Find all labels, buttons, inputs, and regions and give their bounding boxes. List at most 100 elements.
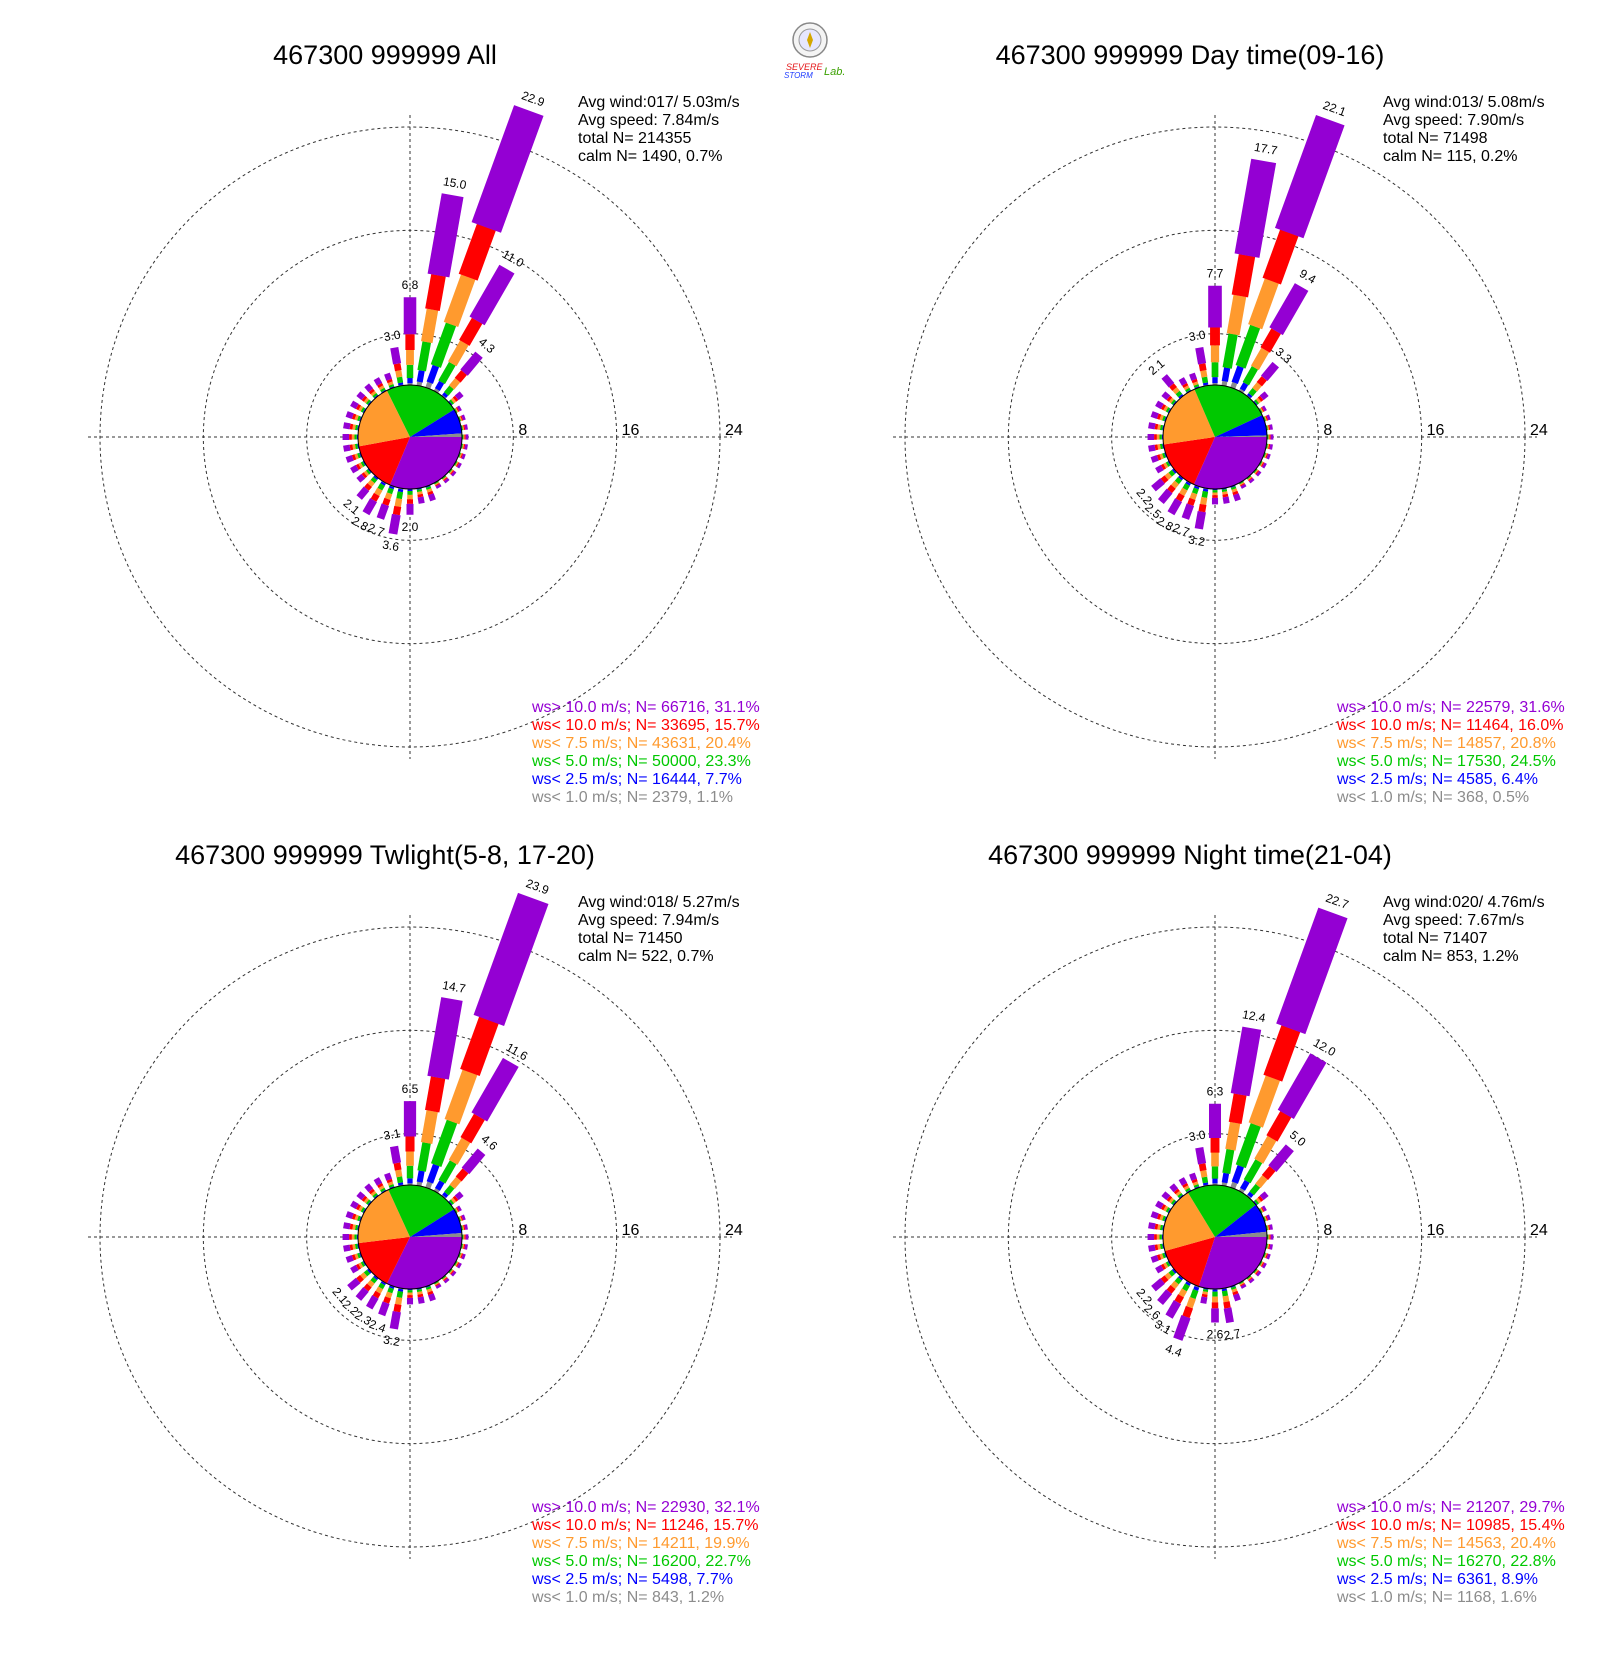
rose-bar-segment — [1202, 1182, 1209, 1186]
rose-bar-segment — [464, 444, 468, 450]
rose-bar-segment — [443, 477, 450, 484]
logo-line2: STORM — [784, 71, 813, 80]
rose-bar-segment — [384, 1172, 393, 1181]
pie-outline — [1162, 1184, 1268, 1290]
rose-bar-segment — [1269, 1234, 1271, 1240]
ring-label: 16 — [622, 422, 640, 439]
stat-avg-speed: Avg speed: 7.67m/s — [1383, 912, 1524, 929]
rose-bar-segment — [1201, 1293, 1208, 1298]
rose-bar-segment — [1239, 1281, 1244, 1285]
rose-bar-segment — [356, 415, 361, 422]
pie-slice — [386, 1237, 462, 1289]
rose-bar-segment — [1212, 377, 1218, 384]
rose-bar-segment — [1255, 1270, 1262, 1277]
rose-bar-segment — [1260, 406, 1265, 412]
rose-bar-segment — [463, 434, 465, 440]
rose-bar-segment — [462, 425, 465, 431]
rose-bar-segment — [1157, 424, 1161, 430]
rose-bar-segment — [1161, 374, 1175, 388]
pie-slice — [386, 385, 455, 437]
rose-bar-segment — [1156, 1234, 1160, 1240]
rose-bar-segment — [395, 370, 403, 378]
rose-bar-segment — [1235, 324, 1261, 369]
rose-bar-segment — [354, 434, 357, 440]
rose-bar-segment — [367, 1279, 375, 1288]
rose-bar-segment — [454, 1208, 458, 1213]
rose-bar-segment — [1178, 475, 1184, 481]
rose-bar-segment — [361, 472, 368, 479]
rose-bar-segment — [461, 425, 464, 431]
rose-bar-segment — [427, 193, 464, 278]
rose-bar-segment — [1185, 1281, 1191, 1287]
rose-bar-segment — [343, 1222, 351, 1230]
rose-bar-segment — [1164, 1252, 1167, 1258]
rose-bar-segment — [1225, 1121, 1241, 1151]
rose-bar-segment — [403, 1101, 417, 1137]
rose-bar-segment — [357, 1243, 359, 1249]
rose-bar-segment — [1263, 452, 1267, 458]
rose-bar-segment — [454, 461, 458, 466]
pie-slice — [388, 1185, 454, 1237]
rose-bar-segment — [441, 1275, 447, 1280]
rose-bar-segment — [416, 370, 425, 383]
pie-slice — [410, 1209, 462, 1237]
rose-bar-segment — [343, 422, 351, 430]
rose-bar-segment — [378, 385, 385, 391]
rose-bar-segment — [1221, 1288, 1227, 1292]
rose-bar-segment — [461, 453, 466, 460]
rose-bar-segment — [450, 1197, 457, 1204]
rose-bar-segment — [1162, 1225, 1164, 1231]
rose-bar-segment — [407, 489, 413, 492]
bar-total-label: 2.0 — [402, 520, 419, 534]
rose-bar-segment — [1162, 425, 1164, 431]
rose-bar-segment — [375, 1286, 384, 1294]
rose-bar-segment — [1232, 1293, 1241, 1302]
rose-bar-segment — [461, 1253, 466, 1260]
rose-bar-segment — [1265, 453, 1269, 459]
rose-bar-segment — [455, 1206, 460, 1212]
ring-label: 8 — [1323, 1222, 1332, 1239]
rose-bar-segment — [442, 1191, 449, 1198]
rose-bar-segment — [361, 1195, 368, 1202]
rose-bar-segment — [1161, 1191, 1171, 1201]
rose-bar-segment — [460, 351, 483, 376]
bar-total-label: 6.3 — [1207, 1085, 1224, 1099]
stat-calm: calm N= 1490, 0.7% — [578, 148, 723, 165]
rose-bar-segment — [434, 380, 445, 391]
rose-bar-segment — [1248, 477, 1255, 484]
rose-bar-segment — [345, 1254, 354, 1263]
rose-bar-segment — [1189, 1172, 1198, 1181]
rose-bar-segment — [1171, 480, 1180, 489]
rose-bar-segment — [430, 1119, 458, 1168]
rose-bar-segment — [434, 1282, 440, 1286]
legend-entry: ws< 2.5 m/s; N= 16444, 7.7% — [531, 771, 742, 788]
rose-bar-segment — [351, 1213, 357, 1220]
rose-bar-segment — [1255, 1175, 1268, 1189]
rose-bar-segment — [417, 1291, 423, 1295]
bar-total-label: 4.3 — [476, 335, 498, 357]
rose-bar-segment — [345, 411, 354, 420]
rose-bar-segment — [455, 1207, 459, 1213]
bar-total-label: 12.4 — [1241, 1007, 1267, 1025]
rose-bar-segment — [349, 1223, 354, 1230]
rose-bar-segment — [449, 399, 455, 405]
rose-bar-segment — [343, 1244, 351, 1252]
rose-bar-segment — [1240, 1282, 1246, 1287]
rose-bar-segment — [1234, 158, 1277, 258]
stat-total: total N= 71450 — [578, 930, 683, 947]
rose-bar-segment — [1150, 454, 1159, 463]
rose-bar-segment — [458, 416, 462, 422]
rose-bar-segment — [1212, 1291, 1218, 1297]
rose-bar-segment — [1200, 1170, 1208, 1178]
legend-entry: ws< 10.0 m/s; N= 10985, 15.4% — [1336, 1517, 1565, 1534]
rose-bar-segment — [1235, 1123, 1261, 1169]
rose-bar-segment — [417, 1293, 424, 1298]
legend-entry: ws> 10.0 m/s; N= 22579, 31.6% — [1336, 699, 1565, 716]
rose-bar-segment — [406, 1151, 414, 1166]
wind-rose-panel: 467300 999999 Day time(09-16) 8 16 24 7.7 17.… — [893, 40, 1565, 806]
rose-bar-segment — [1200, 496, 1208, 505]
rose-bar-segment — [1159, 1224, 1164, 1231]
panel-title: 467300 999999 Day time(09-16) — [996, 40, 1385, 70]
rose-bar-segment — [355, 1204, 362, 1211]
rose-bar-segment — [1194, 386, 1200, 389]
